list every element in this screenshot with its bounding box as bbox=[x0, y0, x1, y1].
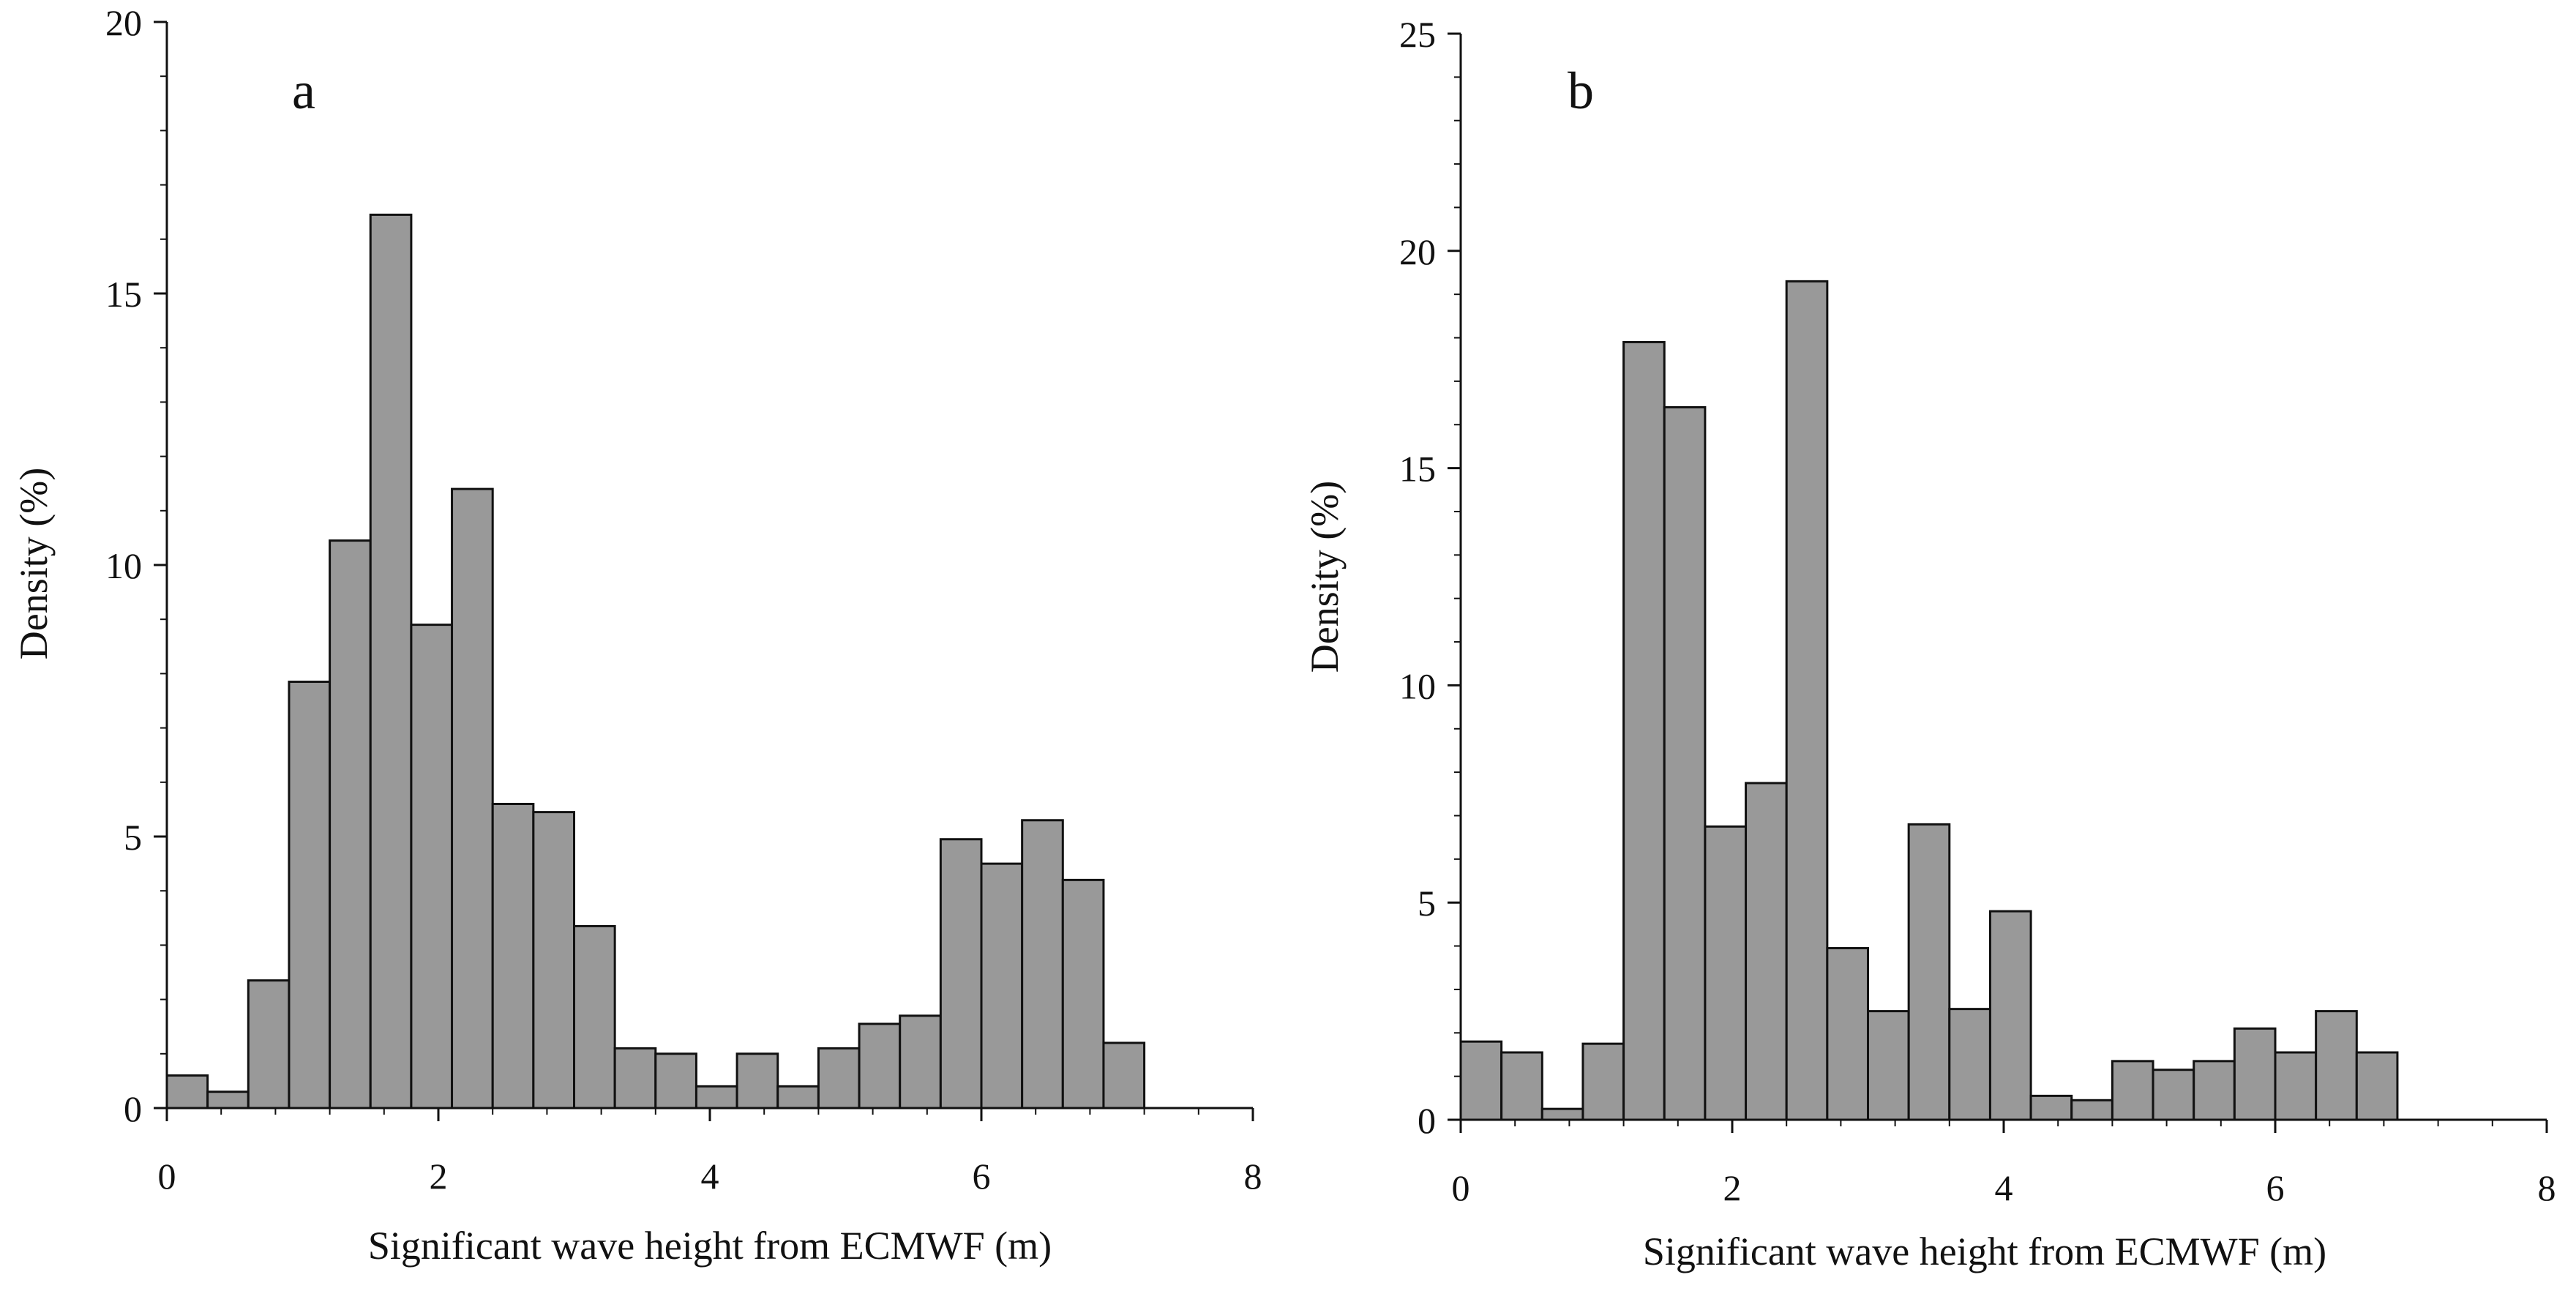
bar-a-2 bbox=[206, 1090, 250, 1110]
bar-a-7 bbox=[410, 624, 454, 1110]
bar-a-6 bbox=[369, 213, 413, 1110]
y-tick-label-b-25: 25 bbox=[1399, 14, 1436, 55]
y-tick-label-b-0: 0 bbox=[1418, 1100, 1436, 1141]
bar-b-11 bbox=[1867, 1010, 1910, 1121]
histogram-panel-a: a 0 5 10 15 20 0 2 4 6 8 Significant wave height … bbox=[12, 2, 1262, 1268]
y-tick-label-a-0: 0 bbox=[124, 1088, 142, 1129]
bar-a-22 bbox=[1021, 819, 1064, 1110]
y-tick-label-b-20: 20 bbox=[1399, 231, 1436, 272]
x-tick-label-b-2: 2 bbox=[1723, 1167, 1742, 1208]
panel-label-b: b bbox=[1568, 61, 1594, 120]
bar-b-22 bbox=[2315, 1010, 2358, 1121]
bar-a-13 bbox=[654, 1052, 697, 1110]
bar-a-23 bbox=[1061, 878, 1105, 1110]
bar-a-14 bbox=[694, 1085, 738, 1110]
bar-b-17 bbox=[2111, 1060, 2154, 1121]
bar-a-18 bbox=[858, 1022, 902, 1110]
panel-label-a: a bbox=[292, 61, 315, 120]
y-tick-label-a-20: 20 bbox=[105, 2, 142, 43]
bar-b-1 bbox=[1459, 1040, 1503, 1121]
y-tick-label-b-10: 10 bbox=[1399, 665, 1436, 706]
bar-b-12 bbox=[1907, 823, 1951, 1121]
y-tick-label-a-15: 15 bbox=[105, 274, 142, 315]
bar-b-16 bbox=[2070, 1099, 2113, 1121]
x-tick-label-a-2: 2 bbox=[430, 1156, 448, 1197]
bar-a-19 bbox=[899, 1014, 942, 1110]
bar-b-2 bbox=[1500, 1051, 1543, 1121]
x-axis-label-b: Significant wave height from ECMWF (m) bbox=[1643, 1230, 2326, 1273]
bar-a-4 bbox=[288, 681, 332, 1110]
y-axis-label-a: Density (%) bbox=[12, 468, 56, 659]
bar-a-17 bbox=[817, 1047, 861, 1110]
x-tick-label-b-0: 0 bbox=[1452, 1167, 1470, 1208]
x-axis-label-a: Significant wave height from ECMWF (m) bbox=[368, 1224, 1052, 1268]
bar-b-23 bbox=[2355, 1051, 2399, 1121]
y-tick-label-b-5: 5 bbox=[1418, 883, 1436, 924]
bar-b-15 bbox=[2029, 1094, 2073, 1121]
bar-b-4 bbox=[1581, 1042, 1625, 1121]
bar-a-9 bbox=[491, 802, 535, 1110]
bar-b-18 bbox=[2152, 1069, 2195, 1121]
ticks-panel-b: 0 5 10 15 20 25 0 2 4 6 8 bbox=[1399, 14, 2556, 1208]
bar-b-7 bbox=[1704, 825, 1748, 1121]
bar-a-20 bbox=[939, 838, 983, 1110]
bar-a-24 bbox=[1102, 1041, 1146, 1110]
ticks-panel-a: 0 5 10 15 20 0 2 4 6 8 bbox=[105, 2, 1262, 1197]
bar-b-14 bbox=[1988, 910, 2032, 1121]
bar-a-11 bbox=[573, 924, 616, 1110]
bar-b-5 bbox=[1622, 340, 1666, 1121]
bar-a-10 bbox=[532, 811, 575, 1110]
y-tick-label-a-5: 5 bbox=[124, 817, 142, 858]
bar-a-16 bbox=[776, 1085, 820, 1110]
bar-b-10 bbox=[1826, 947, 1870, 1121]
histogram-panel-b: b 0 5 10 15 20 25 0 2 4 6 8 Significant wave heigh… bbox=[1303, 14, 2556, 1273]
bar-b-20 bbox=[2233, 1027, 2277, 1121]
bar-a-12 bbox=[613, 1047, 657, 1110]
bar-b-3 bbox=[1540, 1107, 1584, 1121]
x-tick-label-b-4: 4 bbox=[1995, 1167, 2013, 1208]
x-tick-label-b-6: 6 bbox=[2266, 1167, 2285, 1208]
bar-b-6 bbox=[1663, 405, 1707, 1121]
bar-a-1 bbox=[165, 1074, 209, 1110]
bar-a-15 bbox=[735, 1052, 779, 1110]
x-tick-label-b-8: 8 bbox=[2538, 1167, 2556, 1208]
bar-b-13 bbox=[1948, 1008, 1991, 1121]
bars-panel-b bbox=[1459, 280, 2399, 1121]
bar-a-3 bbox=[247, 979, 291, 1110]
bar-a-5 bbox=[329, 539, 372, 1110]
bar-b-21 bbox=[2274, 1051, 2318, 1121]
bar-a-8 bbox=[451, 487, 494, 1110]
x-tick-label-a-6: 6 bbox=[973, 1156, 991, 1197]
bar-a-21 bbox=[980, 862, 1024, 1110]
y-axis-label-b: Density (%) bbox=[1303, 481, 1347, 673]
bars-panel-a bbox=[165, 213, 1146, 1110]
x-tick-label-a-0: 0 bbox=[158, 1156, 176, 1197]
x-tick-label-a-8: 8 bbox=[1244, 1156, 1262, 1197]
y-tick-label-b-15: 15 bbox=[1399, 449, 1436, 490]
bar-b-8 bbox=[1745, 782, 1788, 1121]
bar-b-19 bbox=[2193, 1060, 2236, 1121]
y-tick-label-a-10: 10 bbox=[105, 545, 142, 586]
x-tick-label-a-4: 4 bbox=[701, 1156, 719, 1197]
bar-b-9 bbox=[1785, 280, 1829, 1121]
